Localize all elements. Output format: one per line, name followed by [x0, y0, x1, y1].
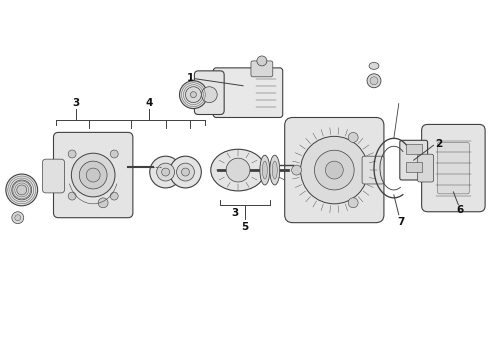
FancyBboxPatch shape — [362, 156, 384, 184]
FancyBboxPatch shape — [195, 71, 224, 114]
Circle shape — [370, 77, 378, 85]
Circle shape — [257, 56, 267, 66]
Ellipse shape — [211, 149, 266, 191]
Circle shape — [12, 212, 24, 224]
FancyBboxPatch shape — [43, 159, 64, 193]
Ellipse shape — [270, 155, 280, 185]
FancyBboxPatch shape — [438, 142, 469, 194]
Circle shape — [68, 192, 76, 200]
Circle shape — [157, 163, 174, 181]
Circle shape — [226, 158, 250, 182]
Circle shape — [72, 153, 115, 197]
Text: 6: 6 — [457, 205, 464, 215]
Circle shape — [315, 150, 354, 190]
Text: 3: 3 — [231, 208, 239, 218]
Circle shape — [367, 74, 381, 88]
Circle shape — [79, 161, 107, 189]
FancyBboxPatch shape — [421, 125, 485, 212]
Bar — [406, 162, 421, 172]
Circle shape — [191, 92, 196, 98]
Circle shape — [348, 198, 358, 208]
FancyBboxPatch shape — [400, 140, 428, 180]
Circle shape — [162, 168, 170, 176]
Circle shape — [292, 165, 301, 175]
Circle shape — [110, 192, 118, 200]
Circle shape — [17, 185, 26, 195]
Circle shape — [15, 215, 21, 221]
Text: 1: 1 — [187, 73, 194, 83]
Text: 5: 5 — [242, 222, 248, 231]
Ellipse shape — [260, 155, 270, 185]
Circle shape — [98, 198, 108, 208]
Circle shape — [176, 163, 195, 181]
FancyBboxPatch shape — [213, 68, 283, 117]
Circle shape — [201, 87, 217, 103]
Circle shape — [150, 156, 181, 188]
Circle shape — [185, 87, 201, 103]
FancyBboxPatch shape — [53, 132, 133, 218]
Circle shape — [6, 174, 38, 206]
Bar — [406, 144, 421, 154]
Circle shape — [170, 156, 201, 188]
Circle shape — [300, 136, 368, 204]
Text: 2: 2 — [435, 139, 442, 149]
Ellipse shape — [369, 62, 379, 69]
FancyBboxPatch shape — [285, 117, 384, 223]
Text: 4: 4 — [145, 98, 152, 108]
Circle shape — [325, 161, 343, 179]
FancyBboxPatch shape — [417, 154, 434, 182]
Circle shape — [181, 168, 190, 176]
Ellipse shape — [272, 161, 277, 179]
Circle shape — [68, 150, 76, 158]
Circle shape — [12, 180, 32, 200]
Circle shape — [86, 168, 100, 182]
Ellipse shape — [262, 161, 268, 179]
Text: 7: 7 — [397, 217, 404, 227]
Text: 3: 3 — [73, 98, 80, 108]
Circle shape — [110, 150, 118, 158]
Circle shape — [179, 81, 207, 109]
Circle shape — [348, 132, 358, 143]
FancyBboxPatch shape — [251, 61, 273, 77]
